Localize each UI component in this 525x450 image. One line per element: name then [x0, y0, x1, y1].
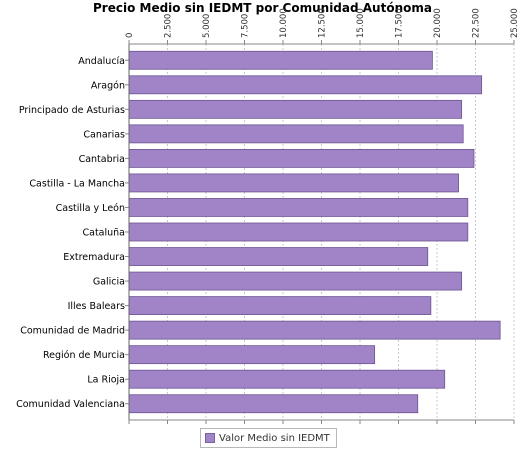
bar [128, 271, 463, 291]
chart-title: Precio Medio sin IEDMT por Comunidad Aut… [93, 1, 432, 15]
category-label: Principado de Asturias [19, 105, 125, 116]
legend-swatch [205, 433, 215, 443]
bar [128, 148, 475, 168]
bar [128, 173, 459, 193]
legend-label: Valor Medio sin IEDMT [219, 432, 330, 444]
x-tick-label: 7.500 [241, 14, 251, 38]
x-tick-label: 10.000 [279, 8, 289, 38]
category-label: Aragón [91, 80, 125, 91]
x-tick-label: 2.500 [164, 14, 174, 38]
x-tick-label: 20.000 [433, 8, 443, 38]
bar [128, 198, 469, 217]
x-tick-label: 25.000 [510, 8, 520, 38]
bar [128, 124, 464, 144]
category-label: Comunidad Valenciana [16, 399, 125, 410]
x-tick-label: 5.000 [202, 14, 212, 38]
category-label: Cataluña [82, 228, 125, 239]
bar [128, 296, 432, 316]
x-tick-label: 15.000 [356, 8, 366, 38]
category-label: Región de Murcia [43, 350, 125, 361]
category-label: Canarias [83, 129, 125, 140]
bar [128, 75, 483, 95]
bar [128, 394, 419, 414]
category-label: Andalucía [78, 56, 125, 67]
category-label: Cantabria [79, 154, 125, 165]
bar [128, 99, 463, 119]
legend: Valor Medio sin IEDMT [200, 428, 337, 448]
bars [128, 50, 501, 414]
bar [128, 50, 433, 70]
category-label: La Rioja [87, 375, 125, 386]
x-tick-label: 17.500 [395, 8, 405, 38]
category-label: Illes Balears [68, 301, 125, 312]
category-labels: Andalucía Aragón Principado de Asturias Can… [16, 56, 125, 410]
category-label: Comunidad de Madrid [20, 326, 125, 337]
bar [128, 247, 429, 266]
category-label: Galicia [93, 277, 125, 288]
bar [128, 369, 446, 389]
x-tick-label: 12.500 [318, 8, 328, 38]
category-label: Extremadura [63, 252, 125, 263]
x-tick-label: 0 [125, 33, 135, 38]
category-label: Castilla y León [56, 203, 125, 214]
bar [128, 222, 469, 242]
axes [125, 40, 515, 424]
category-label: Castilla - La Mancha [29, 178, 125, 189]
x-tick-labels: 0 2.500 5.000 7.500 10.000 12.500 15.000 17.500… [125, 8, 520, 38]
x-tick-label: 22.500 [472, 8, 482, 38]
bar [128, 345, 376, 365]
bar [128, 320, 501, 340]
